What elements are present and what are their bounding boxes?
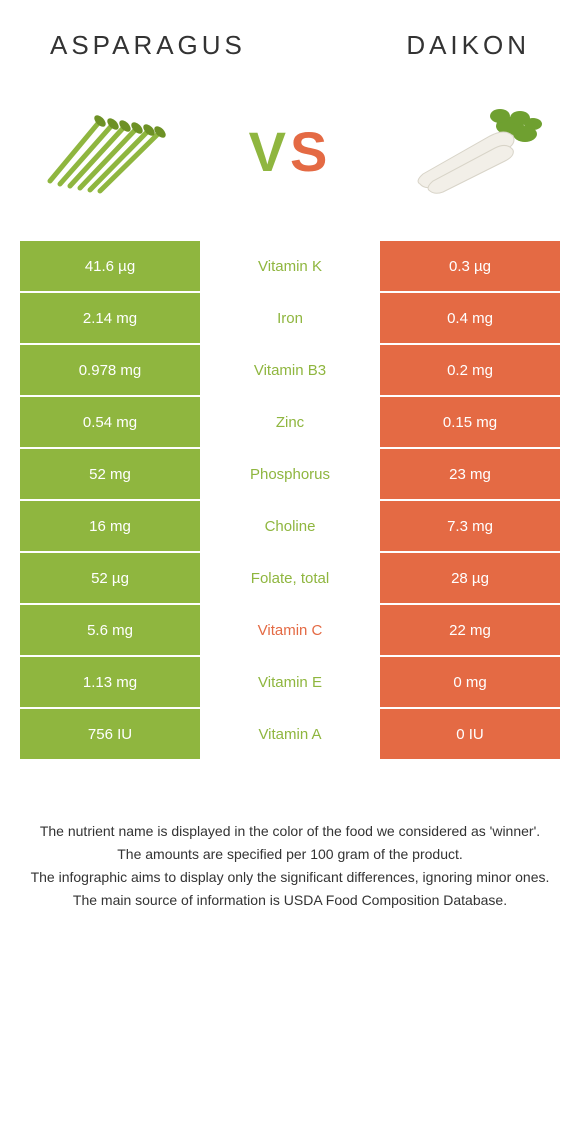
asparagus-image bbox=[30, 101, 180, 201]
nutrient-label-cell: Vitamin C bbox=[200, 605, 380, 655]
table-row: 0.54 mgZinc0.15 mg bbox=[20, 397, 560, 447]
table-row: 756 IUVitamin A0 IU bbox=[20, 709, 560, 759]
table-row: 0.978 mgVitamin B30.2 mg bbox=[20, 345, 560, 395]
nutrient-label-cell: Choline bbox=[200, 501, 380, 551]
vs-label: VS bbox=[249, 119, 332, 184]
table-row: 41.6 µgVitamin K0.3 µg bbox=[20, 241, 560, 291]
left-value-cell: 1.13 mg bbox=[20, 657, 200, 707]
footer-line-2: The amounts are specified per 100 gram o… bbox=[30, 844, 550, 865]
right-value-cell: 0.3 µg bbox=[380, 241, 560, 291]
header: ASPARAGUS DAIKON bbox=[0, 0, 580, 81]
right-value-cell: 0 mg bbox=[380, 657, 560, 707]
table-row: 16 mgCholine7.3 mg bbox=[20, 501, 560, 551]
left-value-cell: 756 IU bbox=[20, 709, 200, 759]
left-value-cell: 2.14 mg bbox=[20, 293, 200, 343]
right-value-cell: 28 µg bbox=[380, 553, 560, 603]
right-value-cell: 0.2 mg bbox=[380, 345, 560, 395]
table-row: 52 µgFolate, total28 µg bbox=[20, 553, 560, 603]
table-row: 1.13 mgVitamin E0 mg bbox=[20, 657, 560, 707]
nutrient-label-cell: Vitamin A bbox=[200, 709, 380, 759]
right-value-cell: 0.15 mg bbox=[380, 397, 560, 447]
nutrient-table: 41.6 µgVitamin K0.3 µg2.14 mgIron0.4 mg0… bbox=[0, 241, 580, 759]
right-value-cell: 0 IU bbox=[380, 709, 560, 759]
table-row: 52 mgPhosphorus23 mg bbox=[20, 449, 560, 499]
nutrient-label-cell: Iron bbox=[200, 293, 380, 343]
left-value-cell: 0.978 mg bbox=[20, 345, 200, 395]
left-food-title: ASPARAGUS bbox=[50, 30, 246, 61]
footer-line-1: The nutrient name is displayed in the co… bbox=[30, 821, 550, 842]
left-value-cell: 52 mg bbox=[20, 449, 200, 499]
table-row: 5.6 mgVitamin C22 mg bbox=[20, 605, 560, 655]
nutrient-label-cell: Vitamin B3 bbox=[200, 345, 380, 395]
vs-row: VS bbox=[0, 81, 580, 241]
daikon-image bbox=[400, 101, 550, 201]
nutrient-label-cell: Folate, total bbox=[200, 553, 380, 603]
nutrient-label-cell: Vitamin K bbox=[200, 241, 380, 291]
footer-line-3: The infographic aims to display only the… bbox=[30, 867, 550, 888]
left-value-cell: 16 mg bbox=[20, 501, 200, 551]
footer-notes: The nutrient name is displayed in the co… bbox=[0, 761, 580, 911]
left-value-cell: 5.6 mg bbox=[20, 605, 200, 655]
vs-v: V bbox=[249, 120, 290, 183]
footer-line-4: The main source of information is USDA F… bbox=[30, 890, 550, 911]
nutrient-label-cell: Zinc bbox=[200, 397, 380, 447]
right-value-cell: 23 mg bbox=[380, 449, 560, 499]
left-value-cell: 41.6 µg bbox=[20, 241, 200, 291]
table-row: 2.14 mgIron0.4 mg bbox=[20, 293, 560, 343]
right-food-title: DAIKON bbox=[406, 30, 530, 61]
left-value-cell: 52 µg bbox=[20, 553, 200, 603]
nutrient-label-cell: Phosphorus bbox=[200, 449, 380, 499]
right-value-cell: 0.4 mg bbox=[380, 293, 560, 343]
right-value-cell: 7.3 mg bbox=[380, 501, 560, 551]
nutrient-label-cell: Vitamin E bbox=[200, 657, 380, 707]
vs-s: S bbox=[290, 120, 331, 183]
right-value-cell: 22 mg bbox=[380, 605, 560, 655]
left-value-cell: 0.54 mg bbox=[20, 397, 200, 447]
